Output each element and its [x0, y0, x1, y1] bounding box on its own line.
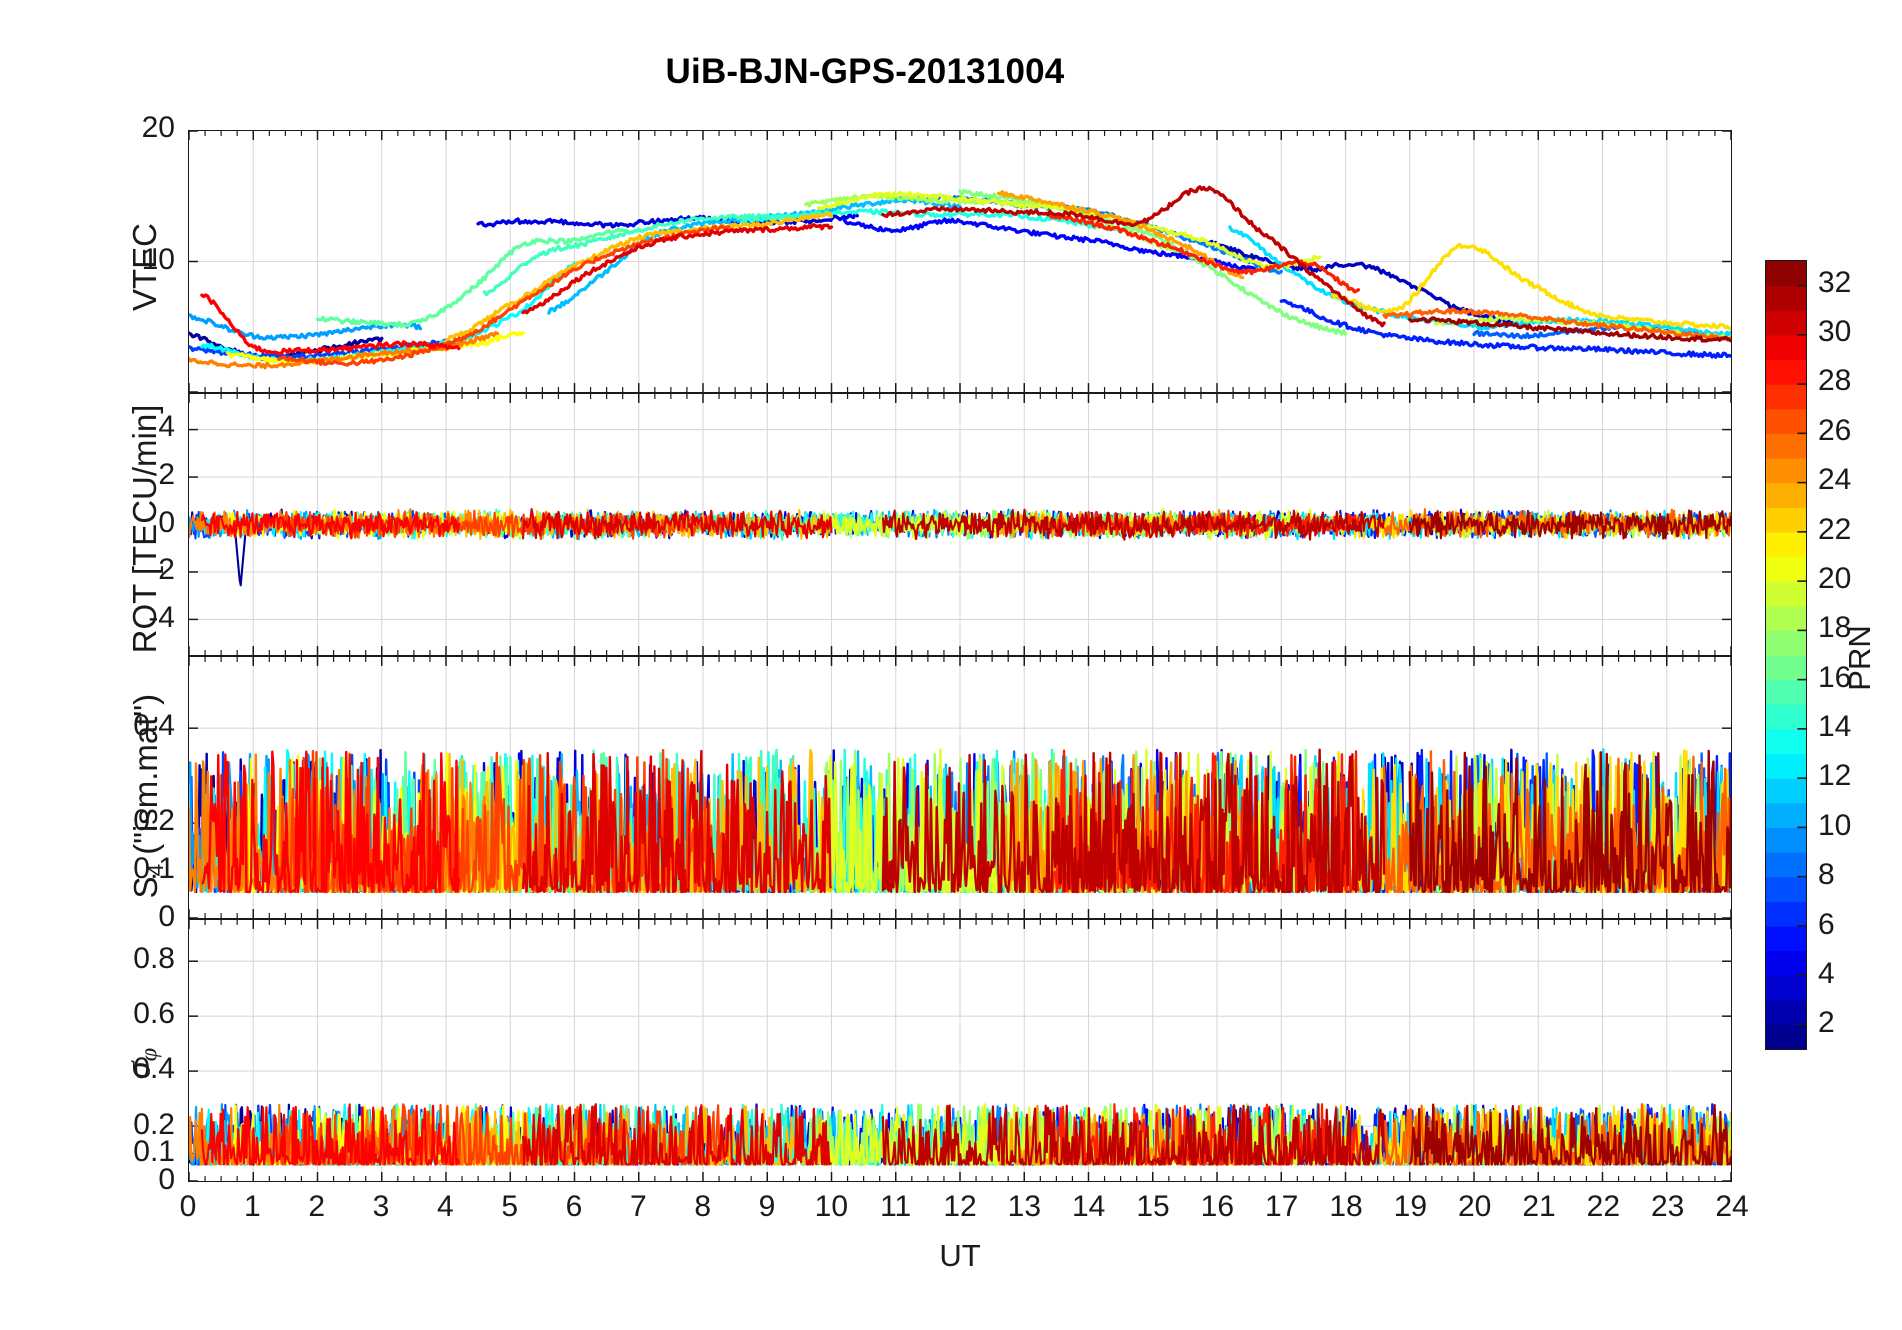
- xtick-1: 1: [243, 1190, 261, 1223]
- s4-plot-area: [189, 657, 1731, 918]
- xtick-0: 0: [179, 1190, 197, 1223]
- colorbar-tick-20: 20: [1818, 561, 1852, 595]
- panel-sigma-phi: [188, 919, 1732, 1182]
- colorbar-tick-10: 10: [1818, 808, 1852, 842]
- ytick-sigma_phi-0.8: 0.8: [133, 941, 175, 975]
- colorbar-tick-2: 2: [1818, 1006, 1835, 1040]
- colorbar-tick-12: 12: [1818, 759, 1852, 793]
- xtick-20: 20: [1457, 1190, 1492, 1223]
- panel-s4: [188, 656, 1732, 919]
- colorbar-label: PRN: [1842, 625, 1877, 691]
- xtick-17: 17: [1264, 1190, 1299, 1223]
- xtick-5: 5: [501, 1190, 518, 1223]
- xtick-18: 18: [1329, 1190, 1363, 1223]
- xtick-10: 10: [814, 1190, 849, 1223]
- rot-plot-area: [189, 394, 1731, 655]
- ytick-sigma_phi-0.4: 0.4: [133, 1052, 175, 1086]
- xtick-23: 23: [1650, 1190, 1685, 1223]
- xlabel: UT: [939, 1238, 981, 1273]
- colorbar-tick-8: 8: [1818, 858, 1835, 892]
- vtec-plot-area: [189, 131, 1731, 392]
- xtick-7: 7: [629, 1190, 647, 1223]
- ytick-s4-0: 0: [158, 900, 175, 933]
- ytick-rot-4: 4: [158, 409, 175, 443]
- ytick-s4-0.2: 0.2: [133, 804, 175, 838]
- xtick-16: 16: [1200, 1190, 1235, 1223]
- xtick-2: 2: [308, 1190, 325, 1223]
- colorbar-tick-30: 30: [1818, 315, 1852, 349]
- xtick-24: 24: [1715, 1190, 1749, 1223]
- colorbar-tick-4: 4: [1818, 956, 1835, 990]
- sigma-phi-plot-area: [189, 920, 1731, 1181]
- xtick-4: 4: [436, 1190, 454, 1223]
- colorbar-tick-32: 32: [1818, 265, 1852, 299]
- xtick-6: 6: [565, 1190, 583, 1223]
- xtick-14: 14: [1071, 1190, 1106, 1223]
- xtick-9: 9: [758, 1190, 776, 1223]
- xtick-22: 22: [1586, 1190, 1621, 1223]
- xtick-13: 13: [1007, 1190, 1042, 1223]
- ytick-sigma_phi-0.1: 0.1: [133, 1135, 175, 1169]
- ytick-sigma_phi-0.2: 0.2: [133, 1107, 175, 1141]
- colorbar-tick-14: 14: [1818, 710, 1852, 744]
- xtick-19: 19: [1393, 1190, 1428, 1223]
- colorbar-tick-26: 26: [1818, 413, 1852, 447]
- xtick-12: 12: [943, 1190, 977, 1223]
- ytick-rot--4: -4: [148, 601, 175, 635]
- ytick-rot--2: -2: [148, 553, 175, 587]
- colorbar-tick-28: 28: [1818, 364, 1852, 398]
- ytick-sigma_phi-0.6: 0.6: [133, 996, 175, 1030]
- ytick-rot-2: 2: [158, 457, 175, 491]
- ytick-sigma_phi-0: 0: [158, 1163, 175, 1196]
- colorbar-tick-24: 24: [1818, 463, 1852, 497]
- colorbar: [1765, 260, 1807, 1050]
- panel-vtec: [188, 130, 1732, 393]
- colorbar-tick-18: 18: [1818, 611, 1852, 645]
- xtick-8: 8: [694, 1190, 711, 1223]
- xtick-15: 15: [1136, 1190, 1170, 1223]
- xtick-21: 21: [1522, 1190, 1556, 1223]
- panel-rot: [188, 393, 1732, 656]
- figure-title: UiB-BJN-GPS-20131004: [665, 52, 1065, 91]
- ytick-rot-0: 0: [158, 505, 175, 539]
- ytick-s4-0.1: 0.1: [133, 852, 175, 886]
- xtick-3: 3: [372, 1190, 390, 1223]
- ytick-vtec-20: 20: [141, 111, 175, 144]
- colorbar-tick-22: 22: [1818, 512, 1852, 546]
- ytick-s4-0.4: 0.4: [133, 708, 175, 742]
- ytick-vtec-10: 10: [141, 242, 175, 276]
- xtick-11: 11: [880, 1190, 912, 1223]
- colorbar-tick-16: 16: [1818, 660, 1852, 694]
- colorbar-tick-6: 6: [1818, 907, 1835, 941]
